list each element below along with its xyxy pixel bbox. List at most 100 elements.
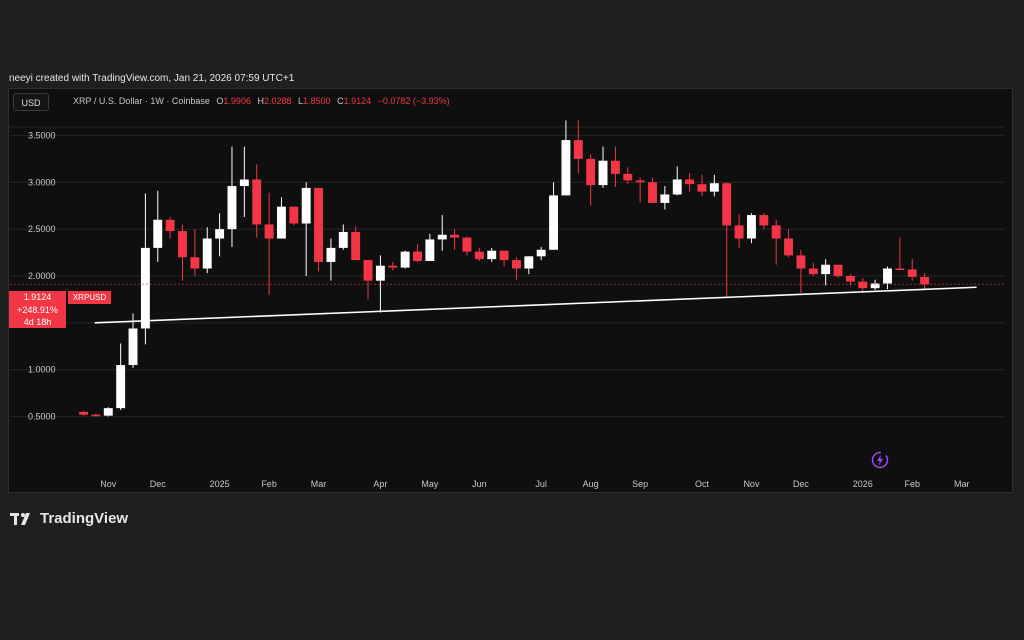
candle-body: [140, 247, 150, 329]
candle-body: [746, 215, 756, 239]
candle-body: [536, 249, 546, 257]
x-tick-label: Mar: [954, 479, 970, 489]
candle-body: [833, 264, 843, 276]
candle-body: [722, 183, 732, 226]
candle-body: [227, 186, 237, 230]
last-price-symbol: XRPUSD: [68, 291, 111, 304]
candle-body: [709, 183, 719, 192]
legend-close: 1.9124: [343, 96, 372, 106]
x-tick-label: Feb: [261, 479, 277, 489]
candle-body: [697, 184, 707, 192]
y-tick-label: 0.5000: [28, 412, 56, 422]
chart-credit: neeyi created with TradingView.com, Jan …: [9, 73, 295, 84]
candle-body: [870, 283, 880, 289]
x-tick-label: Jun: [472, 479, 487, 489]
candle-body: [474, 251, 484, 260]
candle-body: [375, 265, 385, 281]
candle-body: [487, 250, 497, 260]
candle-body: [462, 237, 472, 252]
candle-body: [648, 182, 657, 203]
last-price-value: 1.9124: [9, 291, 66, 304]
x-tick-label: Feb: [904, 479, 920, 489]
candle-body: [178, 231, 187, 258]
overlay: [10, 283, 1005, 324]
candle-body: [450, 234, 460, 238]
candle-body: [437, 234, 447, 240]
x-tick-label: 2026: [853, 479, 873, 489]
candle-body: [351, 231, 361, 261]
candle-body: [239, 179, 249, 187]
candle-body: [610, 160, 620, 174]
candle-body: [573, 140, 583, 159]
currency-button[interactable]: USD: [13, 93, 49, 111]
candle-body: [586, 158, 596, 186]
y-axis-ticks: 3.50003.00002.50002.00001.50001.00000.50…: [28, 130, 56, 421]
candle-body: [796, 255, 806, 269]
candle-body: [808, 268, 818, 275]
candle-body: [821, 264, 831, 275]
x-tick-label: Nov: [743, 479, 760, 489]
x-tick-label: Dec: [150, 479, 167, 489]
candle-body: [215, 229, 225, 239]
candle-body: [685, 179, 695, 185]
candle-body: [524, 256, 534, 269]
candle-body: [79, 411, 89, 415]
candle-body: [845, 276, 855, 282]
legend-high: 2.0288: [263, 96, 292, 106]
candle-body: [388, 265, 398, 268]
bar-countdown: 4d 18h: [9, 316, 66, 328]
candle-body: [511, 260, 521, 269]
legend-low-label: L: [298, 96, 304, 106]
candle-body: [338, 231, 348, 248]
candle-body: [771, 225, 781, 239]
candle-body: [116, 365, 126, 409]
candle-body: [165, 219, 175, 232]
last-price-tag: 1.9124 XRPUSD +248.91% 4d 18h: [9, 291, 111, 329]
legend-change: −0.0782 (−3.93%): [377, 96, 450, 106]
legend-open-label: O: [216, 96, 224, 106]
x-axis-ticks: Nov Dec 2025 Feb Mar Apr May Jun Jul Aug Sep Oct Nov…: [100, 479, 969, 489]
candle-body: [784, 238, 794, 256]
candle-body: [276, 206, 286, 239]
lightning-icon[interactable]: [871, 451, 889, 469]
candle-body: [301, 187, 311, 224]
x-tick-label: Nov: [100, 479, 117, 489]
candle-body: [635, 180, 645, 183]
candle-body: [499, 250, 509, 261]
legend-symbol: XRP / U.S. Dollar · 1W · Coinbase: [73, 96, 210, 106]
x-tick-label: Oct: [695, 479, 710, 489]
candlestick-chart[interactable]: 3.50003.00002.50002.00001.50001.00000.50…: [8, 88, 1013, 493]
candle-body: [895, 268, 905, 271]
x-tick-label: 2025: [210, 479, 230, 489]
candle-body: [883, 268, 892, 284]
x-tick-label: Mar: [311, 479, 327, 489]
support-trendline: [94, 286, 977, 324]
tradingview-brand[interactable]: TradingView: [10, 510, 128, 527]
legend-close-label: C: [337, 96, 344, 106]
tradingview-logo-icon: [10, 512, 30, 525]
candle-body: [202, 238, 212, 269]
candle-body: [920, 276, 930, 285]
chart-panel[interactable]: [8, 88, 1013, 493]
candle-body: [907, 269, 917, 277]
candle-body: [153, 219, 163, 248]
candle-body: [425, 239, 435, 262]
legend-low: 1.8500: [303, 96, 331, 106]
candle-body: [623, 173, 633, 181]
candle-body: [91, 414, 101, 417]
candle-body: [759, 215, 769, 226]
candle-body: [128, 328, 138, 366]
candle-body: [549, 195, 559, 250]
x-tick-label: Sep: [632, 479, 648, 489]
y-tick-label: 1.0000: [28, 365, 56, 375]
ohlc-legend: XRP / U.S. Dollar · 1W · Coinbase O1.990…: [73, 96, 450, 106]
x-tick-label: Aug: [583, 479, 599, 489]
y-tick-label: 3.0000: [28, 177, 56, 187]
legend-open: 1.9906: [223, 96, 251, 106]
candle-body: [103, 408, 113, 416]
candle-body: [672, 179, 682, 195]
x-tick-label: Jul: [535, 479, 547, 489]
candle-body: [289, 206, 299, 224]
candle-body: [598, 160, 608, 186]
candle-body: [252, 179, 262, 225]
